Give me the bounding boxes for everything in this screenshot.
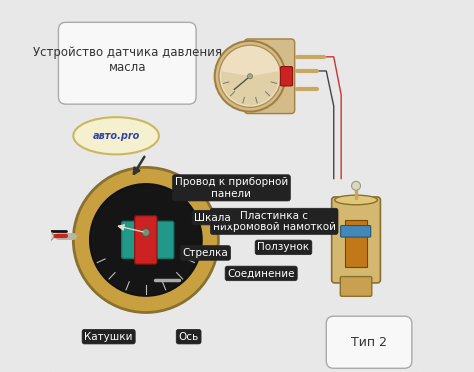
FancyBboxPatch shape — [58, 22, 196, 104]
Ellipse shape — [73, 117, 159, 154]
FancyBboxPatch shape — [340, 276, 372, 296]
Text: Соединение: Соединение — [228, 269, 295, 278]
Text: Катушки: Катушки — [84, 332, 133, 341]
Text: Провод к приборной
панели: Провод к приборной панели — [175, 177, 288, 199]
Circle shape — [73, 167, 219, 312]
Text: Стрелка: Стрелка — [182, 248, 228, 258]
FancyBboxPatch shape — [245, 39, 295, 113]
FancyBboxPatch shape — [341, 225, 371, 237]
FancyBboxPatch shape — [49, 0, 425, 372]
Text: Шкала: Шкала — [194, 213, 231, 222]
Circle shape — [352, 182, 361, 190]
Text: Пластинка с
нихромовой намоткой: Пластинка с нихромовой намоткой — [213, 211, 336, 232]
Circle shape — [45, 232, 54, 241]
Circle shape — [219, 45, 281, 108]
FancyBboxPatch shape — [122, 221, 144, 259]
Wedge shape — [221, 71, 279, 105]
Circle shape — [247, 74, 253, 79]
Text: Тип 2: Тип 2 — [351, 336, 387, 349]
FancyBboxPatch shape — [332, 197, 381, 283]
FancyBboxPatch shape — [151, 221, 174, 259]
FancyBboxPatch shape — [135, 216, 157, 264]
FancyBboxPatch shape — [326, 316, 412, 368]
Circle shape — [215, 41, 285, 112]
Ellipse shape — [335, 195, 377, 205]
FancyBboxPatch shape — [346, 220, 367, 267]
Circle shape — [90, 184, 202, 296]
Circle shape — [142, 228, 150, 237]
Text: Ось: Ось — [179, 332, 199, 341]
Text: Ползунок: Ползунок — [257, 243, 310, 252]
Text: авто.pro: авто.pro — [92, 131, 140, 141]
FancyBboxPatch shape — [280, 67, 292, 86]
Text: Устройство датчика давления
масла: Устройство датчика давления масла — [33, 45, 222, 74]
